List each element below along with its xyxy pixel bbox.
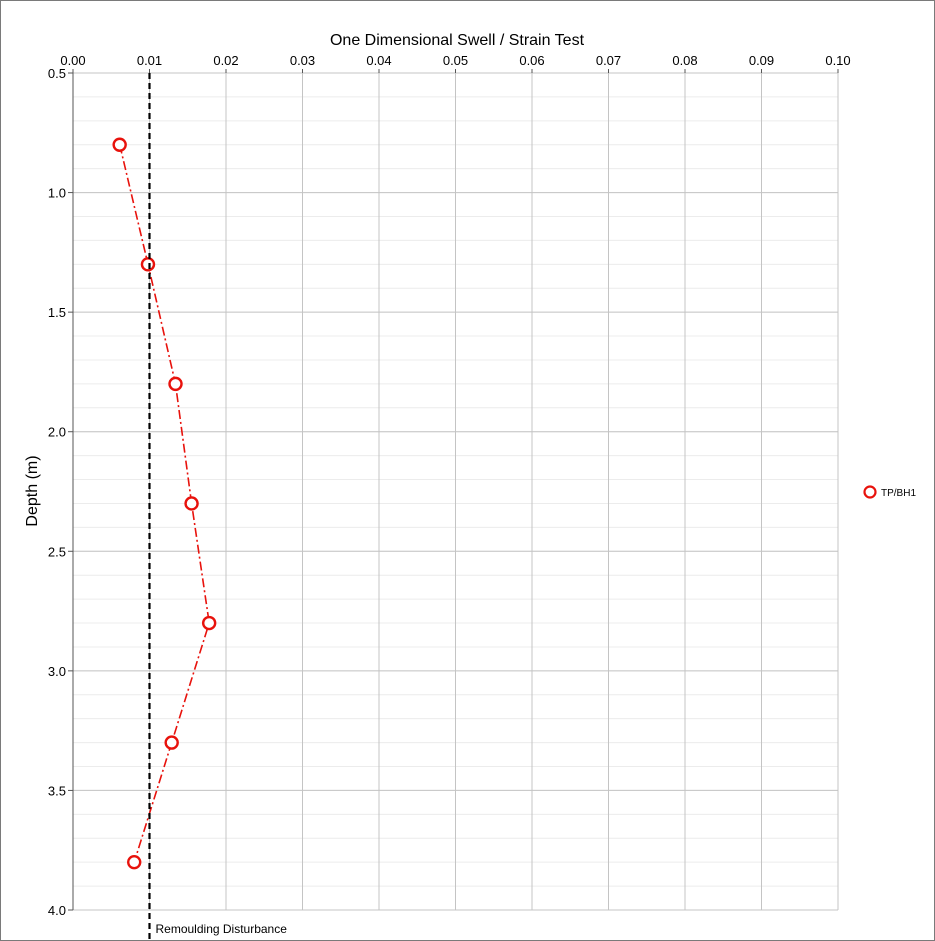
legend: TP/BH1 [863,485,916,499]
y-tick-label: 4.0 [48,903,66,918]
x-tick-label: 0.07 [596,53,621,68]
y-tick-label: 1.0 [48,186,66,201]
y-tick-label: 3.0 [48,664,66,679]
y-tick-label: 0.5 [48,66,66,81]
reference-layer: Remoulding Disturbance [148,73,288,940]
x-tick-label: 0.03 [290,53,315,68]
data-point [184,496,199,511]
x-tick-label: 0.05 [443,53,468,68]
y-tick-group: 0.5 1.0 1.5 2.0 2.5 3.0 3.5 4.0 [48,66,73,918]
legend-label-tp-bh1: TP/BH1 [881,488,916,499]
x-tick-label: 0.09 [749,53,774,68]
x-tick-label: 0.06 [519,53,544,68]
data-point [168,376,183,392]
data-point [126,854,142,870]
y-tick-label: 1.5 [48,305,66,320]
x-tick-label: 0.00 [60,53,85,68]
data-point [140,257,156,272]
y-axis-title: Depth (m) [24,455,41,526]
x-tick-label: 0.01 [137,53,162,68]
legend-marker-tp-bh1 [863,485,877,499]
remoulding-disturbance-label: Remoulding Disturbance [156,922,288,936]
data-point [164,735,179,750]
series-layer [112,137,217,870]
data-point [201,615,217,631]
x-tick-label: 0.10 [825,53,850,68]
y-tick-label: 2.0 [48,425,66,440]
y-tick-label: 3.5 [48,783,66,798]
x-tick-group: 0.00 0.01 0.02 0.03 0.04 0.05 0.06 0.07 0.08 0.09… [60,53,851,73]
x-tick-label: 0.04 [366,53,391,68]
chart-title: One Dimensional Swell / Strain Test [330,32,585,49]
x-tick-label: 0.08 [672,53,697,68]
x-tick-label: 0.02 [213,53,238,68]
data-point [112,137,127,152]
y-tick-label: 2.5 [48,544,66,559]
